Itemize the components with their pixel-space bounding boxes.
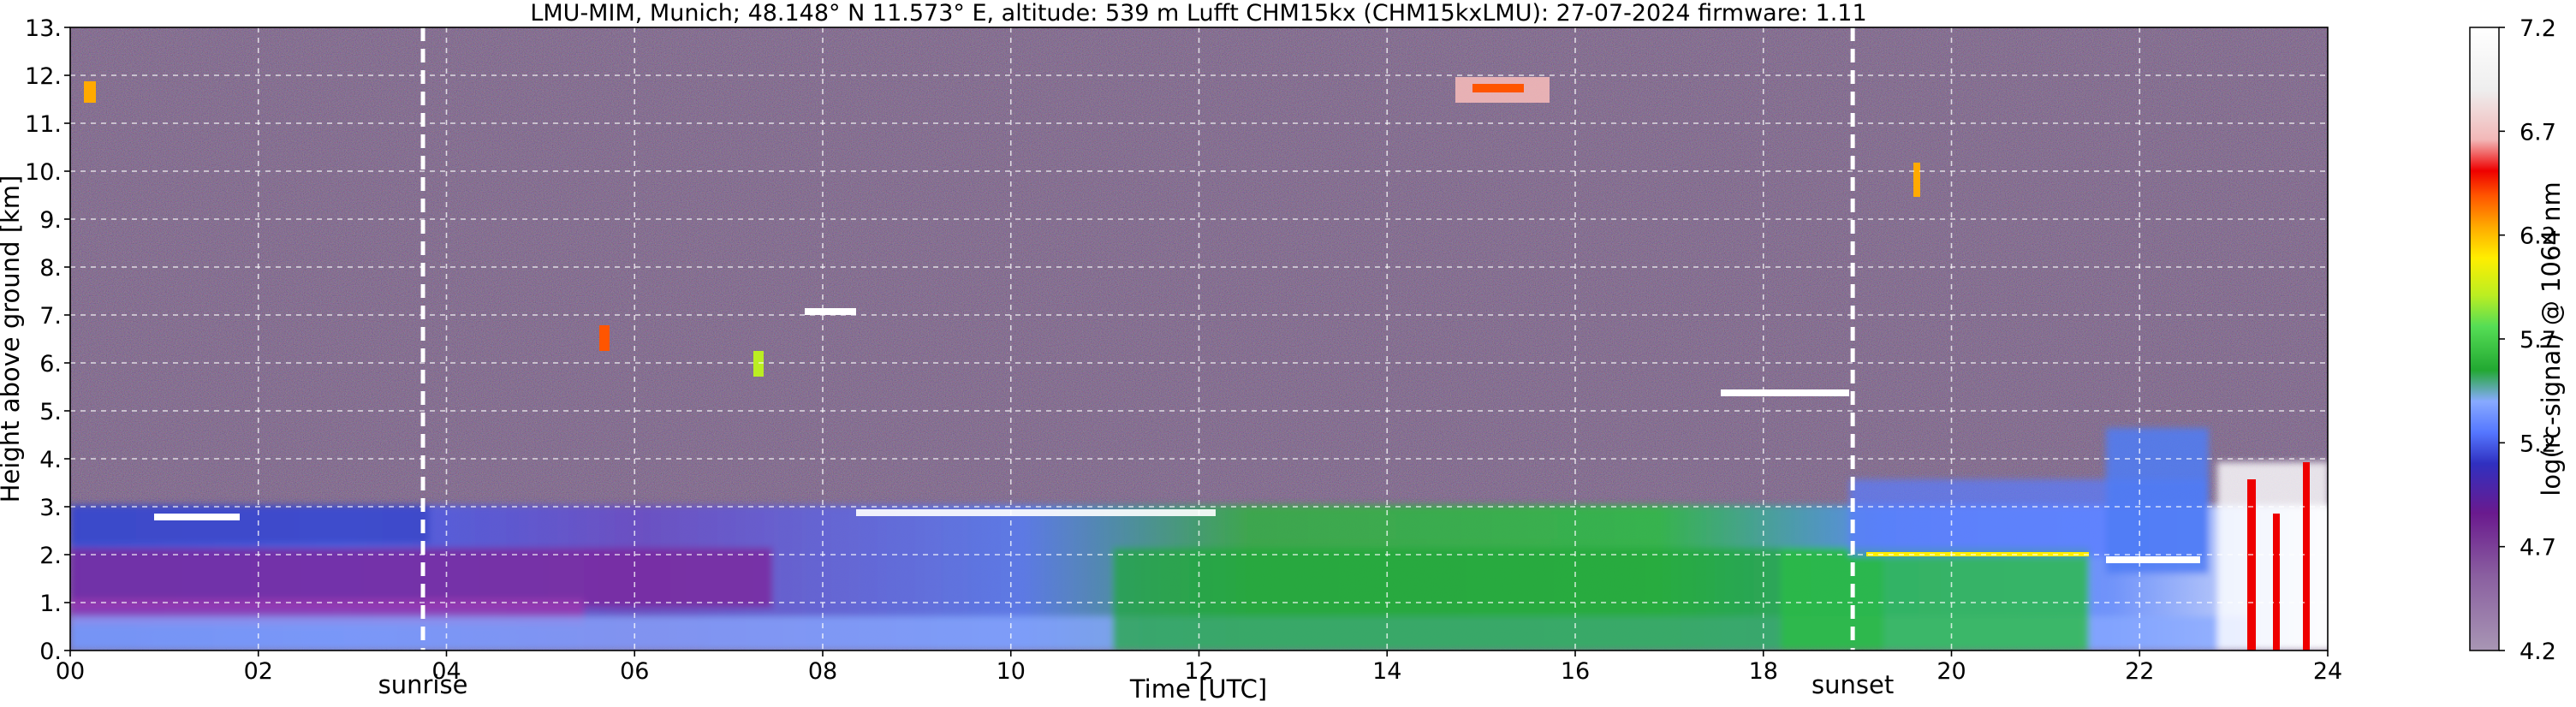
x-tick-label: 06	[620, 658, 649, 685]
x-tick-label: 16	[1561, 658, 1590, 685]
y-tick-label: 1.	[39, 591, 62, 617]
x-tick-label: 08	[808, 658, 837, 685]
y-axis: 0. 1. 2. 3. 4. 5. 6. 7. 8. 9. 10. 11. 12. 13.	[25, 15, 70, 665]
x-tick-label: 14	[1372, 658, 1401, 685]
colorbar-gradient	[2469, 27, 2500, 651]
cloud-features	[84, 77, 2310, 651]
x-tick-label: 18	[1749, 658, 1778, 685]
y-axis-label: Height above ground [km]	[0, 175, 25, 503]
y-tick-label: 6.	[39, 351, 62, 377]
x-axis-label: Time [UTC]	[1129, 674, 1267, 704]
colorbar-tick-label: 5.2	[2519, 431, 2556, 457]
x-tick-label: 00	[56, 658, 85, 685]
x-tick-label: 24	[2313, 658, 2342, 685]
time-marker-label: sunrise	[378, 670, 468, 699]
day-markers: sunrise sunset	[378, 27, 1894, 699]
y-tick-label: 9.	[39, 207, 62, 234]
y-tick-label: 8.	[39, 255, 62, 282]
x-tick-label: 22	[2125, 658, 2154, 685]
colorbar-tick-label: 6.2	[2519, 223, 2556, 250]
y-tick-label: 0.	[39, 639, 62, 665]
colorbar-tick-label: 7.2	[2519, 15, 2556, 42]
colorbar-ticks: 4.2 4.7 5.2 5.7 6.2 6.7 7.2	[2499, 15, 2556, 665]
x-tick-label: 20	[1936, 658, 1966, 685]
x-tick-label: 12	[1184, 658, 1213, 685]
y-tick-label: 3.	[39, 495, 62, 521]
y-tick-label: 12.	[25, 63, 62, 90]
colorbar-label: log(rc-signal) @ 1064 nm	[2537, 181, 2566, 496]
x-axis: 00 02 04 06 08 10 12 14 16 18 20 22 24	[56, 651, 2342, 685]
x-tick-label: 02	[244, 658, 273, 685]
x-tick-label: 10	[996, 658, 1026, 685]
y-tick-label: 5.	[39, 399, 62, 425]
y-tick-label: 10.	[25, 159, 62, 186]
y-tick-label: 7.	[39, 303, 62, 330]
y-tick-label: 11.	[25, 111, 62, 138]
plot-area	[70, 27, 2328, 651]
grid-lines	[70, 27, 2328, 651]
y-tick-label: 2.	[39, 543, 62, 569]
colorbar-tick-label: 5.7	[2519, 327, 2556, 354]
time-marker-label: sunset	[1812, 670, 1894, 699]
colorbar: 4.2 4.7 5.2 5.7 6.2 6.7 7.2 log(rc-signal) @ 1…	[2469, 15, 2566, 665]
x-tick-label: 04	[431, 658, 461, 685]
y-tick-label: 13.	[25, 15, 62, 42]
chart-title: LMU-MIM, Munich; 48.148° N 11.573° E, al…	[530, 0, 1866, 27]
y-tick-label: 4.	[39, 447, 62, 473]
colorbar-tick-label: 4.2	[2519, 639, 2556, 665]
colorbar-tick-label: 4.7	[2519, 535, 2556, 561]
colorbar-tick-label: 6.7	[2519, 119, 2556, 146]
